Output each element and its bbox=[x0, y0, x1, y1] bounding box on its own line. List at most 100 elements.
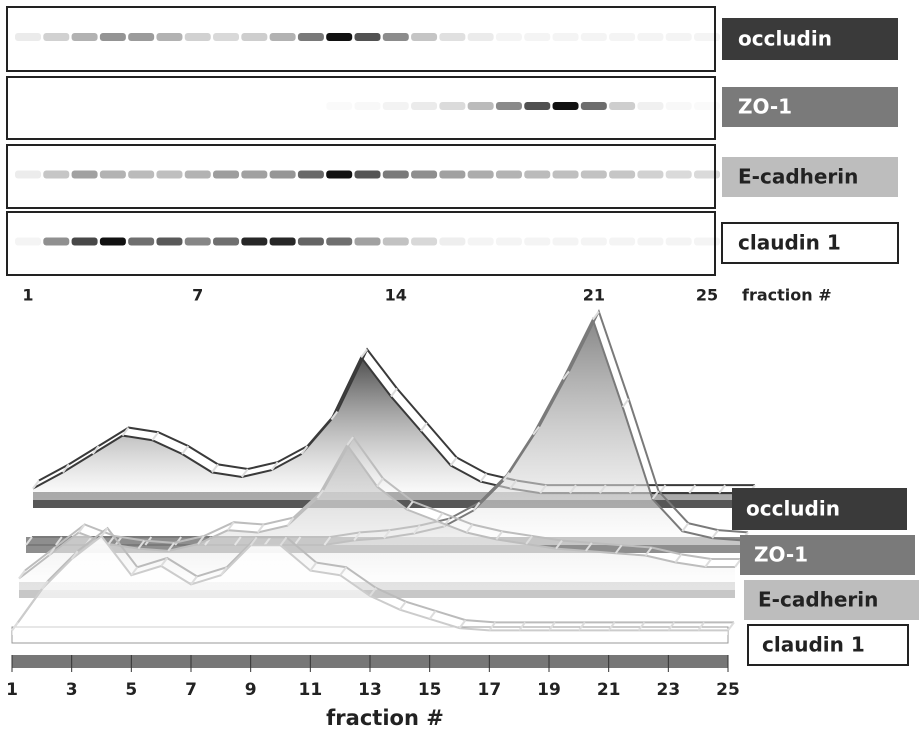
ribbon-rung bbox=[465, 523, 474, 534]
ribbon-rung bbox=[390, 387, 398, 398]
blot-label-box bbox=[722, 18, 898, 60]
blot-band bbox=[43, 170, 70, 179]
blot-band bbox=[213, 33, 240, 41]
blot-band bbox=[128, 170, 155, 179]
blot-fraction-tick: 21 bbox=[583, 286, 605, 305]
ribbon-rung bbox=[249, 536, 258, 546]
blot-band bbox=[637, 33, 664, 41]
blot-band bbox=[665, 170, 692, 179]
ribbon-rung bbox=[548, 621, 556, 632]
legend-box bbox=[740, 535, 915, 575]
ribbon-rung bbox=[674, 553, 683, 564]
blot-band bbox=[439, 102, 466, 110]
blot-band bbox=[99, 237, 126, 246]
blot-band bbox=[213, 170, 240, 179]
x-tick-label: 19 bbox=[537, 680, 561, 700]
ribbon-rung bbox=[70, 550, 79, 560]
blot-label-box bbox=[721, 222, 899, 264]
blot-fraction-label: fraction # bbox=[742, 286, 832, 305]
blot-band bbox=[184, 33, 211, 41]
legend-label: E-cadherin bbox=[758, 588, 878, 612]
ribbon-rung bbox=[18, 569, 26, 580]
blot-band bbox=[382, 170, 409, 179]
ribbon-rung bbox=[562, 370, 570, 380]
ribbon-rung bbox=[25, 536, 33, 546]
blot-band bbox=[580, 237, 607, 246]
x-tick-label: 5 bbox=[125, 680, 137, 700]
ribbon-rung bbox=[62, 463, 70, 473]
blot-band bbox=[241, 237, 268, 246]
blot-band bbox=[156, 33, 183, 41]
blot-band bbox=[156, 237, 183, 246]
ribbon-rung bbox=[704, 558, 712, 568]
series-area bbox=[26, 319, 742, 545]
ribbon-rung bbox=[399, 601, 407, 611]
ribbon-rung bbox=[479, 473, 488, 483]
blot-band bbox=[495, 170, 522, 179]
blot-band bbox=[552, 33, 579, 41]
blot-band bbox=[524, 102, 551, 110]
ribbon-rung bbox=[121, 427, 130, 437]
blot-band bbox=[213, 237, 240, 246]
blot-band bbox=[609, 33, 636, 41]
ribbon-rung bbox=[151, 431, 160, 441]
ribbon-rung bbox=[488, 621, 497, 632]
ribbon-rung bbox=[55, 536, 63, 546]
ribbon-rung bbox=[190, 575, 198, 586]
ribbon-rung bbox=[339, 566, 347, 576]
ribbon-rung bbox=[518, 621, 526, 632]
ribbon-rung bbox=[286, 516, 295, 527]
ribbon-rung bbox=[256, 523, 265, 534]
blot-band bbox=[269, 170, 296, 179]
ribbon-rung bbox=[532, 426, 540, 436]
ribbon-rung bbox=[360, 348, 368, 358]
blot-band bbox=[439, 33, 466, 41]
x-tick-label: 9 bbox=[245, 680, 257, 700]
ribbon-rung bbox=[614, 544, 623, 554]
blot-band bbox=[609, 237, 636, 246]
ribbon-rung bbox=[330, 410, 339, 421]
ribbon-rung bbox=[160, 557, 168, 567]
ribbon-rung bbox=[346, 436, 354, 446]
ribbon-rung bbox=[592, 311, 600, 321]
legend-label: occludin bbox=[746, 497, 840, 521]
blot-band bbox=[637, 170, 664, 179]
blot-band bbox=[609, 102, 636, 110]
blot-label: ZO-1 bbox=[738, 95, 792, 119]
blot-band bbox=[15, 33, 41, 41]
blot-band bbox=[411, 170, 438, 179]
ribbon-rung bbox=[578, 621, 586, 632]
blot-band bbox=[495, 237, 522, 246]
ribbon-rung bbox=[220, 566, 228, 576]
blot-band bbox=[524, 33, 551, 41]
blot-band bbox=[156, 170, 183, 179]
blot-band bbox=[382, 102, 409, 110]
ribbon-rung bbox=[181, 445, 189, 455]
blot-fraction-tick: 1 bbox=[22, 286, 33, 305]
blot-label: E-cadherin bbox=[738, 165, 858, 189]
blot-band bbox=[580, 33, 607, 41]
blot-band bbox=[382, 237, 409, 246]
blot-label: claudin 1 bbox=[738, 231, 841, 255]
ribbon-rung bbox=[667, 621, 676, 632]
blot-band bbox=[326, 170, 353, 179]
ribbon-rung bbox=[637, 621, 646, 632]
x-tick-label: 3 bbox=[66, 680, 78, 700]
ribbon-rung bbox=[525, 535, 533, 545]
blot-band bbox=[439, 237, 466, 246]
blot-band bbox=[694, 33, 720, 41]
ribbon-rung bbox=[100, 527, 109, 537]
legend-box bbox=[744, 580, 919, 620]
blot-band bbox=[43, 33, 70, 41]
blot-band bbox=[637, 102, 664, 110]
ribbon-rung bbox=[585, 542, 593, 552]
blot-band bbox=[382, 33, 409, 41]
blot-band bbox=[354, 237, 381, 246]
blot-band bbox=[71, 237, 98, 246]
blot-band bbox=[411, 33, 438, 41]
blot-band bbox=[552, 102, 579, 110]
ribbon-rung bbox=[279, 536, 288, 546]
blot-band bbox=[495, 33, 522, 41]
